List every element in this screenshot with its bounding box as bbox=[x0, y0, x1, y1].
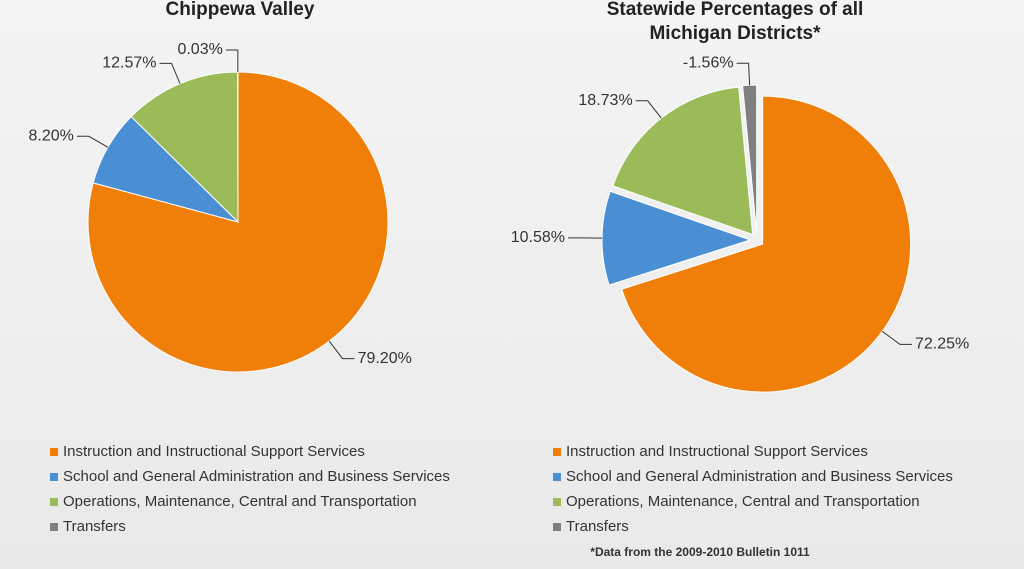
legend-label: Instruction and Instructional Support Se… bbox=[566, 443, 868, 460]
legend-swatch bbox=[50, 473, 58, 481]
data-label: 12.57% bbox=[102, 55, 156, 72]
data-label: 18.73% bbox=[578, 92, 632, 109]
data-label: 72.25% bbox=[915, 336, 969, 353]
leader-line bbox=[328, 340, 355, 360]
legend-label: Operations, Maintenance, Central and Tra… bbox=[566, 493, 920, 510]
data-label: -1.56% bbox=[683, 54, 734, 71]
leader-line bbox=[159, 62, 181, 84]
legend-swatch bbox=[553, 473, 561, 481]
legend-label: School and General Administration and Bu… bbox=[63, 468, 450, 485]
data-label: 0.03% bbox=[177, 41, 222, 58]
pie-slice bbox=[742, 84, 758, 234]
leader-line bbox=[635, 100, 662, 119]
legend-label: Transfers bbox=[63, 518, 126, 535]
pie-slice bbox=[621, 95, 912, 393]
legend-swatch bbox=[50, 498, 58, 506]
footnote: *Data from the 2009-2010 Bulletin 1011 bbox=[590, 545, 810, 559]
legend-label: Operations, Maintenance, Central and Tra… bbox=[63, 493, 417, 510]
legend-label: School and General Administration and Bu… bbox=[566, 468, 953, 485]
legend-swatch bbox=[553, 523, 561, 531]
legend-swatch bbox=[50, 523, 58, 531]
legend-swatch bbox=[553, 448, 561, 456]
pie-slice bbox=[612, 86, 754, 236]
legend-label: Instruction and Instructional Support Se… bbox=[63, 443, 365, 460]
leader-line bbox=[225, 49, 239, 73]
pie-slice bbox=[130, 71, 239, 224]
leader-line bbox=[76, 135, 109, 148]
legend-label: Transfers bbox=[566, 518, 629, 535]
data-label: 79.20% bbox=[358, 350, 412, 367]
leader-line bbox=[881, 330, 912, 345]
chart-title: Chippewa Valley bbox=[165, 0, 315, 20]
data-label: 8.20% bbox=[28, 128, 73, 145]
legend-swatch bbox=[553, 498, 561, 506]
chart-title: Statewide Percentages of all Michigan Di… bbox=[606, 0, 864, 44]
data-label: 10.58% bbox=[511, 229, 565, 246]
leader-line bbox=[736, 62, 751, 86]
legend-swatch bbox=[50, 448, 58, 456]
